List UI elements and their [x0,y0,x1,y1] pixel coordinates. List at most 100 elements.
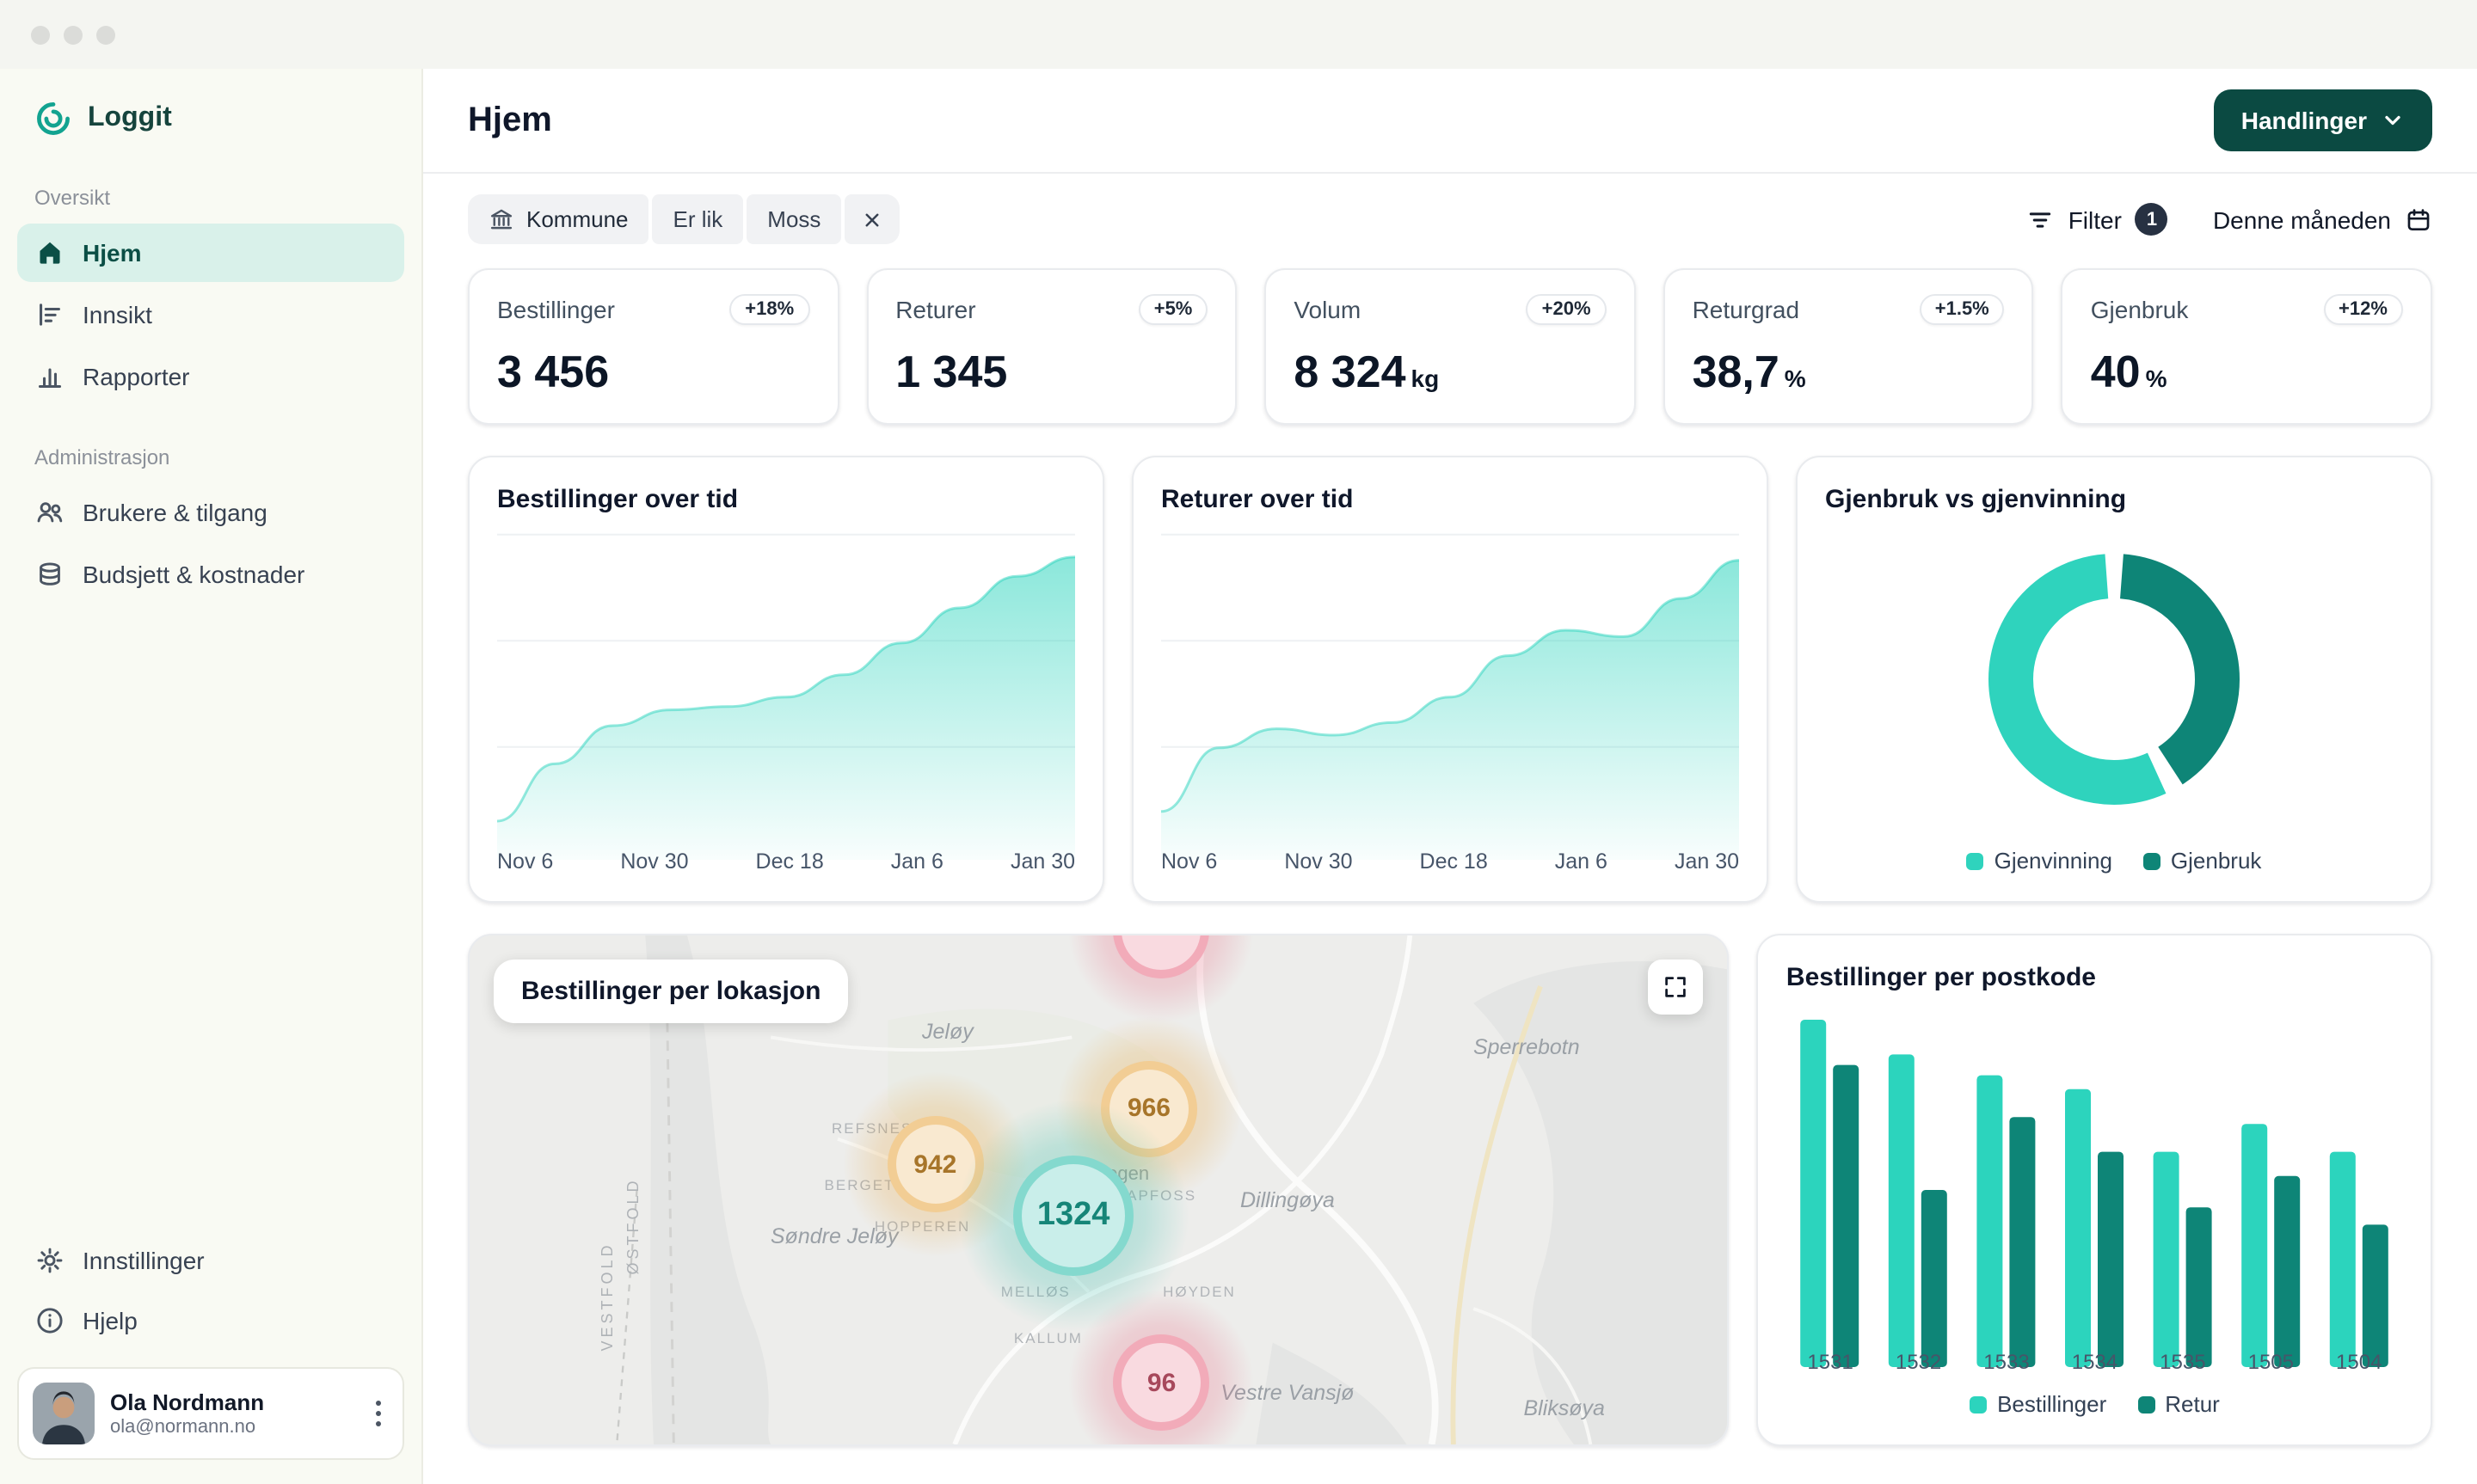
kpi-value-row: 8 324 kg [1294,346,1606,399]
kpi-value-row: 40% [2091,346,2403,399]
sidebar-section-label: Administrasjon [34,445,170,469]
x-axis-ticks: Nov 6 Nov 30 Dec 18 Jan 6 Jan 30 [497,836,1075,874]
legend-item-retur: Retur [2137,1391,2220,1417]
map-title: Bestillinger per lokasjon [494,960,849,1023]
help-icon [34,1305,65,1336]
map-place-label: VESTFOLD [599,1242,617,1352]
app-logo[interactable]: Loggit [17,89,404,172]
kpi-card-bestillinger: Bestillinger +18% 3 456 [468,268,839,425]
x-tick-label: Dec 18 [755,849,824,874]
window-zoom-button[interactable] [96,25,115,44]
map-place-label: REFSNES [832,1120,913,1138]
window-close-button[interactable] [31,25,50,44]
user-email: ola@normann.no [110,1417,256,1438]
map-heat-bubble[interactable]: 942 [839,1068,1032,1261]
donut-legend: Gjenvinning Gjenbruk [1825,844,2403,874]
users-icon [34,497,65,528]
filter-button[interactable]: Filter 1 [2027,203,2168,236]
filter-count-badge: 1 [2135,203,2168,236]
map-heat-bubble[interactable]: 96 [1065,1286,1258,1444]
user-card[interactable]: Ola Nordmann ola@normann.no [17,1367,404,1460]
expand-map-button[interactable] [1648,960,1704,1015]
kpi-label: Gjenbruk [2090,296,2189,323]
map-place-label: Sperrebotn [1472,1035,1580,1060]
legend-label: Gjenvinning [1994,848,2112,874]
dashboard-content: Bestillinger +18% 3 456 Returer +5% 1 34… [423,244,2477,1484]
home-icon [34,237,65,268]
active-filter-chip: Kommune Er lik Moss [468,194,900,244]
funnel-icon [2027,205,2055,233]
x-tick-label: Nov 30 [1284,849,1353,874]
map-heat-bubble[interactable]: 1324 [953,1095,1195,1336]
legend-swatch [2137,1395,2155,1413]
kpi-trend-badge: +5% [1138,294,1208,325]
bar-chart-postkode [1786,1009,2403,1367]
sidebar-item-label: Innstillinger [83,1247,205,1274]
area-chart-returer [1160,528,1740,860]
sidebar-item-label: Hjelp [83,1307,138,1334]
chart-title: Bestillinger over tid [497,485,739,514]
bar-category-label: 1533 [1983,1350,2030,1374]
kpi-card-gjenbruk: Gjenbruk +12% 40% [2061,268,2432,425]
sidebar-item-innstillinger[interactable]: Innstillinger [17,1231,404,1290]
filter-button-label: Filter [2068,205,2122,233]
period-selector-label: Denne måneden [2212,205,2391,233]
legend-item-gjenbruk: Gjenbruk [2142,848,2261,874]
legend-swatch [1970,1395,1988,1413]
sidebar-item-hjelp[interactable]: Hjelp [17,1291,404,1350]
close-icon [860,207,884,231]
map-place-label: BERGET [825,1176,895,1193]
kpi-value-row: 38,7% [1693,346,2005,399]
window-minimize-button[interactable] [64,25,83,44]
loggit-logo-icon [34,100,72,138]
handlinger-button[interactable]: Handlinger [2213,89,2432,151]
bank-icon [489,206,514,232]
kpi-card-returer: Returer +5% 1 345 [866,268,1238,425]
chart-card-bestillinger-over-tid: Bestillinger over tid Nov 6 Nov 30 Dec 18 J… [468,456,1104,903]
window-titlebar [0,0,2477,69]
gear-icon [34,1245,65,1276]
x-tick-label: Nov 6 [497,849,554,874]
main-content: Hjem Handlinger Kommune Er l [423,69,2477,1484]
budget-icon [34,559,65,590]
app-name: Loggit [88,103,172,132]
filter-chip-operator[interactable]: Er lik [652,194,744,244]
map-place-label: MELLØS [1001,1283,1071,1300]
map-place-label: APFOSS [1127,1187,1196,1204]
donut-chart [1825,514,2403,844]
sidebar-item-hjem[interactable]: Hjem [17,224,404,282]
expand-icon [1666,977,1687,997]
chevron-down-icon [2381,108,2405,132]
legend-swatch [1966,852,1984,869]
sidebar-item-label: Rapporter [83,363,190,390]
x-tick-label: Jan 6 [890,849,943,874]
user-name: Ola Nordmann [110,1389,265,1415]
kpi-value-row: 3 456 [497,346,809,399]
map-place-label: Vestre Vansjø [1220,1381,1355,1406]
sidebar-item-innsikt[interactable]: Innsikt [17,285,404,344]
filter-chip-field[interactable]: Kommune [468,194,649,244]
kpi-label: Returer [895,296,976,323]
chart-title: Returer over tid [1161,485,1354,514]
filter-chip-field-label: Kommune [526,206,629,232]
kpi-trend-badge: +20% [1526,294,1607,325]
bar-legend: Bestillinger Retur [1786,1388,2403,1417]
map-heat-bubble[interactable]: 966 [1052,1012,1245,1205]
period-selector[interactable]: Denne måneden [2213,205,2432,233]
sidebar-item-budsjett-kostnader[interactable]: Budsjett & kostnader [17,545,404,604]
sidebar-item-rapporter[interactable]: Rapporter [17,347,404,406]
filter-chip-value[interactable]: Moss [747,194,842,244]
handlinger-button-label: Handlinger [2240,107,2367,134]
kpi-label: Volum [1294,296,1361,323]
user-menu-button[interactable] [368,1393,389,1434]
filter-chip-remove-button[interactable] [845,194,900,244]
map-bubble-value: 942 [887,1116,984,1213]
donut-chart-svg [1988,554,2240,805]
kpi-value: 1 345 [895,346,1008,397]
sidebar-item-brukere-tilgang[interactable]: Brukere & tilgang [17,483,404,542]
map-place-label: HØYDEN [1163,1283,1236,1301]
map-place-label: Jeløy [922,1020,974,1045]
page-title: Hjem [468,101,552,138]
chart-title: Gjenbruk vs gjenvinning [1825,485,2127,514]
